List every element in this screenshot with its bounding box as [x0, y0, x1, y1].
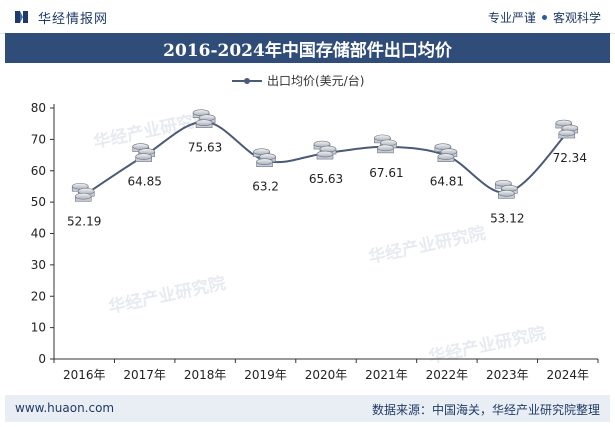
x-tick-label: 2024年	[547, 368, 590, 382]
website-link[interactable]: www.huaon.com	[15, 401, 115, 415]
x-tick-label: 2016年	[63, 368, 106, 382]
top-bar: 华经情报网 专业严谨 客观科学	[0, 0, 615, 34]
tagline: 专业严谨 客观科学	[488, 8, 601, 26]
watermark-text: 华经产业研究院	[427, 323, 548, 368]
brand: 华经情报网	[14, 8, 109, 27]
coin-top	[316, 150, 334, 158]
y-tick-label: 40	[31, 227, 46, 241]
x-tick-label: 2017年	[123, 368, 166, 382]
x-tick-label: 2023年	[486, 368, 529, 382]
y-tick-label: 10	[31, 321, 46, 335]
data-label: 64.81	[430, 175, 464, 189]
coin-top	[195, 119, 213, 127]
tagline-left: 专业严谨	[487, 10, 536, 25]
x-tick-label: 2018年	[184, 368, 227, 382]
data-label: 67.61	[369, 166, 403, 180]
data-label: 53.12	[490, 211, 524, 225]
data-label: 52.19	[67, 214, 101, 228]
data-point	[71, 182, 95, 202]
data-point	[555, 119, 579, 139]
title-bar: 2016-2024年中国存储部件出口均价	[5, 33, 610, 63]
data-point	[313, 140, 337, 160]
data-point	[434, 143, 458, 162]
data-point	[192, 109, 216, 129]
y-tick-label: 30	[31, 258, 46, 272]
y-tick-label: 20	[31, 289, 46, 303]
bullet-icon	[541, 14, 547, 20]
data-point	[132, 143, 155, 162]
data-label: 63.2	[252, 180, 279, 194]
x-tick-label: 2019年	[244, 368, 287, 382]
coin-top	[558, 129, 576, 137]
coin-top	[437, 153, 455, 160]
y-tick-label: 70	[31, 132, 46, 146]
legend: 出口均价(美元/台)	[232, 73, 364, 88]
series-layer	[71, 109, 579, 202]
data-point	[495, 180, 518, 199]
coin-top	[377, 144, 394, 152]
brand-logo-icon	[15, 11, 28, 23]
coin-top	[256, 158, 273, 166]
watermark-text: 华经产业研究院	[107, 273, 228, 318]
y-tick-label: 60	[31, 164, 46, 178]
data-label: 72.34	[553, 151, 587, 165]
data-label: 65.63	[309, 172, 343, 186]
legend-label: 出口均价(美元/台)	[267, 73, 364, 88]
brand-name: 华经情报网	[38, 11, 109, 27]
chart-title: 2016-2024年中国存储部件出口均价	[163, 40, 452, 61]
coin-top	[74, 192, 92, 200]
y-tick-label: 0	[38, 352, 46, 366]
axes: 0 10 20 30 40 50 60 70 80 2016年 2017年 2018年 2019年 202…	[31, 101, 599, 382]
watermark-text: 华经产业研究院	[367, 223, 488, 268]
tagline-right: 客观科学	[552, 10, 601, 25]
legend-marker	[244, 78, 250, 84]
y-tick-label: 80	[31, 101, 46, 115]
coin-top	[135, 153, 152, 160]
data-label-layer: 52.19 64.85 75.63 63.2 65.63 67.61 64.81 53.12 7…	[67, 141, 587, 229]
data-point	[374, 134, 397, 154]
coin-top	[498, 190, 515, 197]
data-label: 75.63	[188, 141, 222, 155]
x-tick-label: 2020年	[305, 368, 348, 382]
data-point	[253, 148, 276, 168]
data-source: 数据来源：中国海关，华经产业研究院整理	[371, 403, 600, 417]
x-tick-label: 2021年	[365, 368, 408, 382]
x-tick-label: 2022年	[426, 368, 469, 382]
y-tick-label: 50	[31, 195, 46, 209]
data-label: 64.85	[127, 175, 161, 189]
footer: www.huaon.com 数据来源：中国海关，华经产业研究院整理	[5, 395, 610, 422]
